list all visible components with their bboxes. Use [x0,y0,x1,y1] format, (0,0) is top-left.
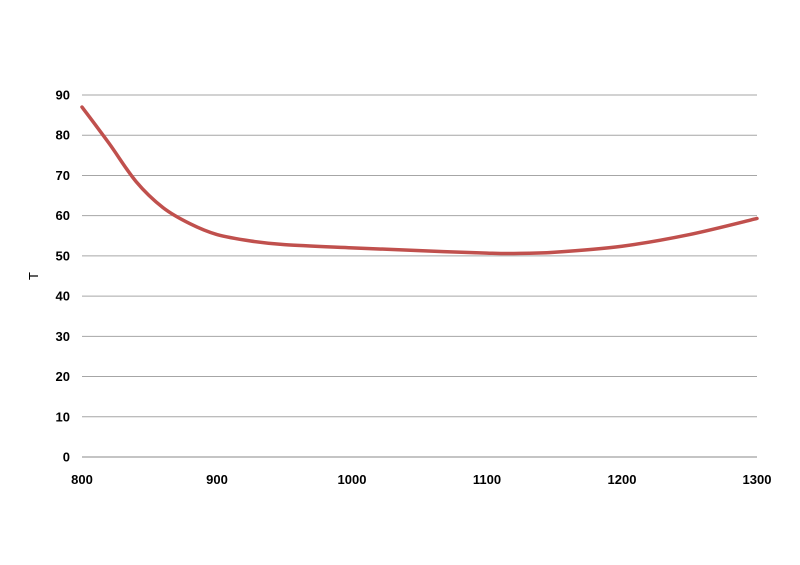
x-tick-800: 800 [71,472,93,487]
y-tick-10: 10 [56,409,70,424]
y-tick-20: 20 [56,369,70,384]
gridlines [82,94,757,458]
y-axis-label: T [26,272,41,280]
y-tick-labels: 0 10 20 30 40 50 60 70 80 90 [56,88,70,465]
x-tick-1200: 1200 [608,472,637,487]
x-tick-1000: 1000 [338,472,367,487]
y-tick-70: 70 [56,168,70,183]
y-tick-40: 40 [56,289,70,304]
x-tick-1300: 1300 [743,472,772,487]
series-line-0 [80,105,759,256]
x-tick-900: 900 [206,472,228,487]
x-tick-1100: 1100 [473,472,501,487]
y-tick-30: 30 [56,329,70,344]
y-tick-0: 0 [63,450,70,465]
y-tick-80: 80 [56,128,70,143]
y-tick-90: 90 [56,88,70,103]
y-tick-60: 60 [56,208,70,223]
series-group [80,105,759,256]
x-tick-labels: 800 900 1000 1100 1200 1300 [71,472,771,487]
y-tick-50: 50 [56,248,70,263]
